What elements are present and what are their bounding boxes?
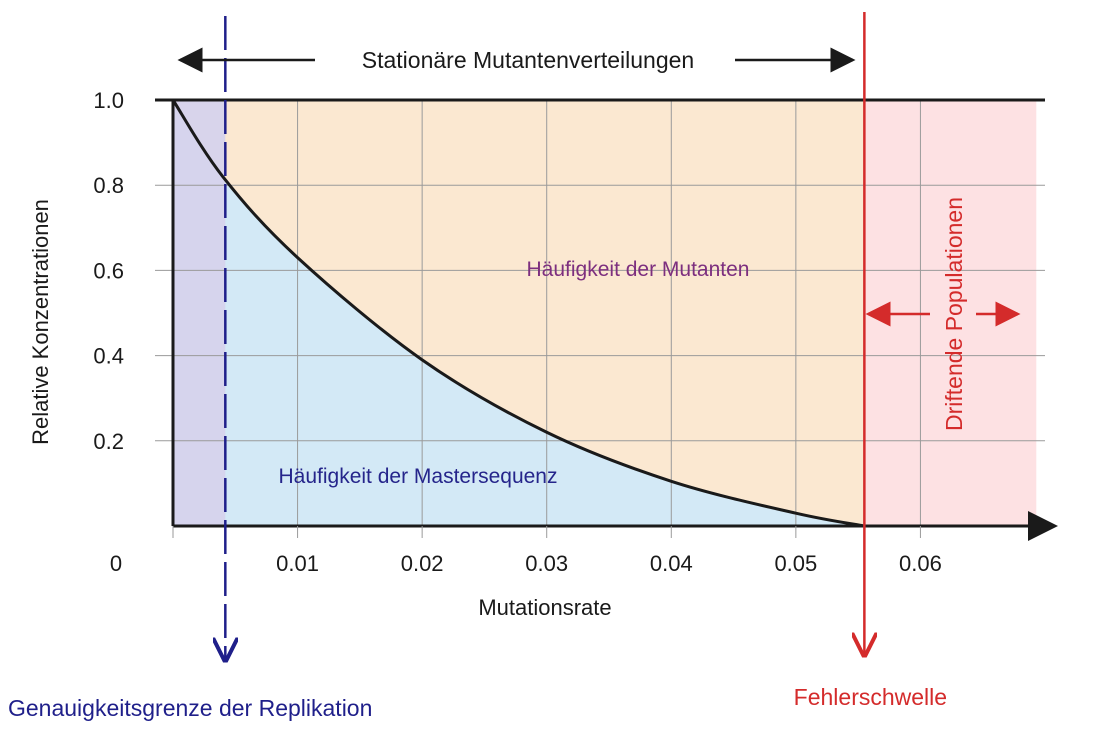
y-tick-labels: 0.2 0.4 0.6 0.8 1.0	[93, 88, 124, 454]
x-tick-label-6: 0.06	[899, 551, 942, 576]
grid	[155, 98, 1045, 526]
x-tick-label-3: 0.03	[525, 551, 568, 576]
x-tick-marks	[172, 526, 921, 538]
x-tick-label-1: 0.01	[276, 551, 319, 576]
x-axis-title: Mutationsrate	[478, 595, 611, 620]
stationary-label: Stationäre Mutantenverteilungen	[362, 47, 694, 73]
x-tick-label-5: 0.05	[774, 551, 817, 576]
y-tick-label-3: 0.6	[93, 258, 124, 283]
y-axis-title: Relative Konzentrationen	[28, 199, 53, 445]
mutants-label: Häufigkeit der Mutanten	[527, 258, 750, 281]
master-label: Häufigkeit der Mastersequenz	[279, 465, 558, 488]
origin-label: 0	[110, 551, 122, 576]
x-tick-label-2: 0.02	[401, 551, 444, 576]
y-tick-label-4: 0.8	[93, 173, 124, 198]
y-tick-label-2: 0.4	[93, 344, 124, 369]
y-tick-label-5: 1.0	[93, 88, 124, 113]
master-region	[173, 100, 865, 526]
master-sequence-curve	[171, 99, 865, 528]
y-tick-label-1: 0.2	[93, 429, 124, 454]
x-tick-label-4: 0.04	[650, 551, 693, 576]
error-threshold-label: Fehlerschwelle	[794, 684, 947, 710]
drift-label: Driftende Populationen	[941, 197, 967, 431]
replication-limit-band	[173, 100, 226, 526]
x-tick-labels: 0.01 0.02 0.03 0.04 0.05 0.06	[276, 551, 942, 576]
replication-limit-label: Genauigkeitsgrenze der Replikation	[8, 695, 372, 721]
